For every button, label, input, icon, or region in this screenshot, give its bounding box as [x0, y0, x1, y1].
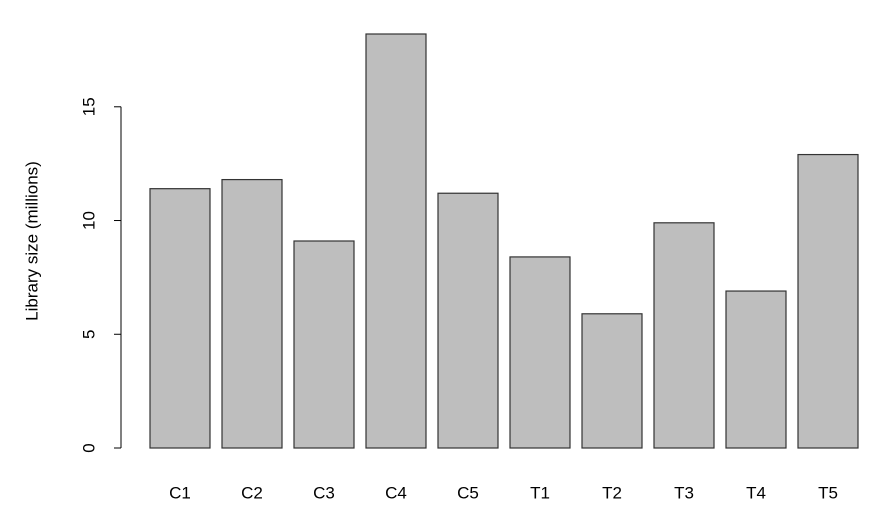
y-tick-label: 15 — [79, 97, 98, 116]
bar — [581, 313, 643, 449]
y-tick-label: 5 — [79, 330, 98, 339]
x-tick-label: C5 — [457, 483, 479, 502]
x-tick-label: T1 — [530, 483, 550, 502]
bar — [797, 153, 859, 449]
x-tick-label: T4 — [746, 483, 766, 502]
x-tick-label: C3 — [313, 483, 335, 502]
x-tick-label: T2 — [602, 483, 622, 502]
bar — [149, 188, 211, 449]
x-tick-label: T5 — [818, 483, 838, 502]
bar — [725, 290, 787, 449]
bar — [293, 240, 355, 449]
bar — [653, 222, 715, 449]
x-tick-label: C4 — [385, 483, 407, 502]
x-tick-label: C2 — [241, 483, 263, 502]
y-tick-label: 0 — [79, 443, 98, 452]
x-tick-label: T3 — [674, 483, 694, 502]
bar — [221, 178, 283, 449]
x-tick-label: C1 — [169, 483, 191, 502]
bar — [509, 256, 571, 449]
y-tick-label: 10 — [79, 211, 98, 230]
bar — [437, 192, 499, 449]
y-axis-title: Library size (millions) — [22, 161, 41, 321]
bar — [365, 33, 427, 449]
